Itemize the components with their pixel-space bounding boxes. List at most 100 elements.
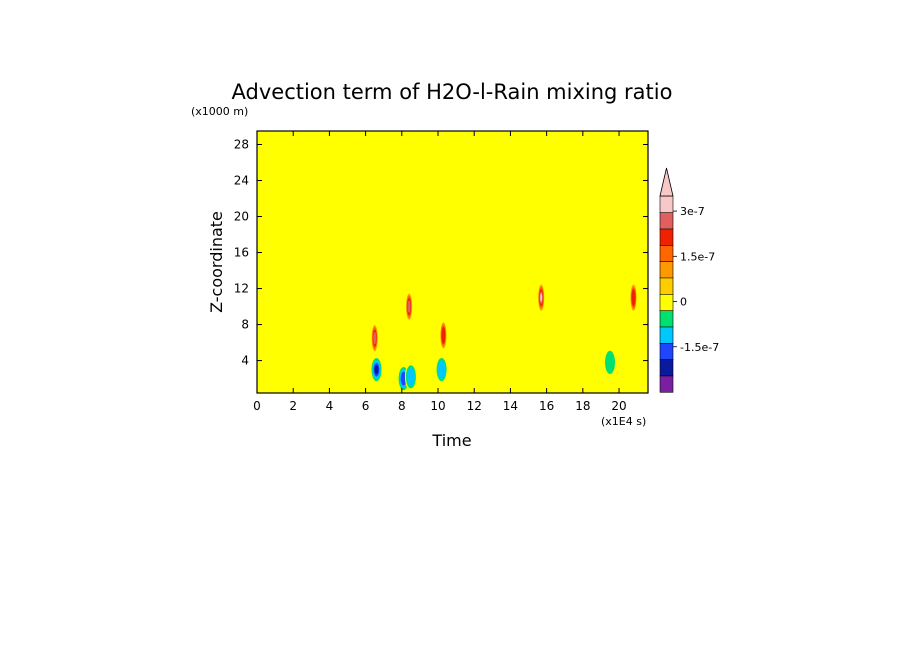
colorbar-segment [659, 244, 674, 262]
field-cell [540, 378, 545, 383]
field-cell [478, 288, 483, 293]
field-cell [423, 389, 428, 393]
field-cell [504, 269, 509, 274]
field-cell [436, 262, 441, 267]
field-cell [631, 344, 636, 349]
field-cell [387, 378, 392, 383]
field-cell [436, 385, 441, 390]
field-cell [377, 295, 382, 301]
field-cell [481, 303, 486, 308]
field-cell [374, 314, 379, 319]
field-cell [579, 303, 584, 308]
field-cell [560, 303, 564, 308]
field-cell [364, 314, 369, 319]
field-cell [644, 310, 648, 315]
field-cell [465, 355, 470, 360]
field-cell [439, 318, 444, 323]
field-cell [553, 303, 558, 308]
colorbar-segment [659, 195, 674, 213]
field-cell [514, 385, 519, 390]
field-cell [439, 381, 444, 387]
field-cell [481, 333, 486, 338]
field-cell [550, 325, 555, 330]
field-cell [442, 351, 447, 357]
negative-core [605, 350, 615, 374]
colorbar-segment [659, 277, 674, 295]
field-cell [628, 295, 633, 301]
field-cell [374, 269, 379, 274]
field-cell [491, 314, 496, 319]
field-cell [543, 310, 548, 315]
field-cell [393, 306, 398, 312]
field-cell [589, 351, 594, 357]
field-cell [455, 325, 460, 330]
colorbar-segment [659, 261, 674, 279]
field-cell [393, 303, 398, 308]
field-cell [563, 378, 568, 383]
field-cell [631, 351, 636, 357]
field-cell [429, 355, 434, 360]
field-cell [400, 336, 405, 342]
field-cell [504, 363, 509, 368]
field-cell [560, 291, 564, 297]
field-cell [507, 284, 512, 289]
field-cell [625, 348, 630, 353]
field-cell [380, 273, 385, 278]
field-cell [494, 276, 499, 282]
field-cell [472, 295, 476, 301]
field-cell [566, 374, 571, 379]
field-cell [397, 321, 401, 327]
field-cell [576, 351, 581, 357]
field-cell [514, 381, 519, 387]
field-cell [550, 276, 555, 282]
field-cell [625, 288, 630, 293]
field-cell [432, 355, 437, 360]
field-cell [475, 344, 480, 349]
field-cell [628, 288, 633, 293]
field-cell [410, 288, 414, 293]
field-cell [403, 295, 408, 301]
field-cell [426, 344, 431, 349]
field-cell [605, 299, 610, 304]
y-tick-label: 24 [234, 174, 249, 188]
field-cell [540, 318, 545, 323]
field-cell [419, 333, 424, 338]
field-cell [465, 389, 470, 393]
field-cell [514, 389, 519, 393]
field-cell [573, 385, 577, 390]
field-cell [615, 269, 620, 274]
field-cell [439, 284, 444, 289]
field-cell [413, 344, 418, 349]
field-cell [582, 340, 587, 345]
field-cell [419, 385, 424, 390]
field-cell [498, 288, 502, 293]
field-cell [367, 303, 372, 308]
field-cell [501, 269, 506, 274]
field-cell [364, 333, 369, 338]
field-cell [465, 291, 470, 297]
field-cell [384, 385, 388, 390]
field-cell [537, 280, 542, 286]
field-cell [615, 318, 620, 323]
field-cell [507, 389, 512, 393]
field-cell [573, 351, 577, 357]
field-cell [638, 306, 643, 312]
field-cell [507, 378, 512, 383]
field-cell [488, 284, 493, 289]
field-cell [602, 344, 607, 349]
field-cell [573, 325, 577, 330]
field-cell [644, 258, 648, 263]
field-cell [540, 269, 545, 274]
field-cell [556, 321, 561, 327]
field-cell [589, 291, 594, 297]
field-cell [511, 273, 516, 278]
field-cell [390, 385, 395, 390]
colorbar-segment [659, 310, 674, 328]
field-cell [429, 303, 434, 308]
field-cell [540, 370, 545, 375]
field-cell [625, 314, 630, 319]
field-cell [488, 314, 493, 319]
field-cell [550, 318, 555, 323]
field-cell [423, 321, 428, 327]
positive-streak [407, 300, 411, 313]
